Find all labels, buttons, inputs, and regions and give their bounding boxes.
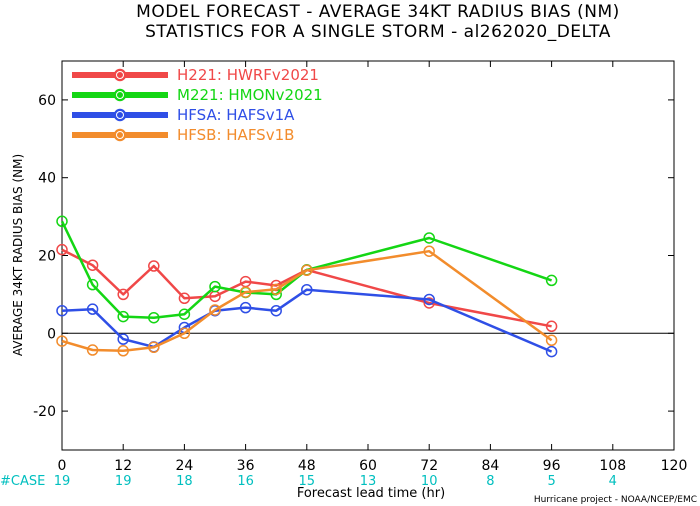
- x-axis-label: Forecast lead time (hr): [297, 486, 445, 501]
- series-line-4: [61, 249, 553, 353]
- data-point: [301, 264, 313, 277]
- legend: H221: HWRFv2021 M221: HMONv2021 HFSA: HAFS…: [72, 66, 323, 144]
- x-tick-label: 36: [237, 458, 255, 474]
- legend-marker-ring: [116, 71, 124, 79]
- legend-label: HFSB: HAFSv1B: [177, 126, 294, 144]
- data-point: [423, 232, 435, 244]
- y-axis: -20 0 20 40 60: [33, 93, 674, 420]
- x-tick-label: 108: [599, 458, 626, 474]
- data-point: [148, 341, 160, 354]
- data-point: [545, 334, 558, 347]
- data-point: [117, 345, 129, 357]
- data-point: [545, 345, 558, 358]
- case-count: 10: [421, 474, 438, 489]
- series-group: [56, 215, 558, 358]
- y-tick-label: 20: [38, 249, 56, 265]
- chart-subtitle: STATISTICS FOR A SINGLE STORM - al262020…: [145, 22, 611, 42]
- legend-label: HFSA: HAFSv1A: [177, 106, 295, 124]
- data-point: [545, 274, 558, 287]
- data-point: [86, 303, 99, 315]
- data-point: [239, 301, 252, 314]
- data-point: [148, 311, 160, 324]
- case-counts: 19 19 18 16 15 13 10 8 5 4: [54, 474, 617, 489]
- case-count: 15: [299, 474, 316, 489]
- data-point: [545, 320, 558, 333]
- chart-title: MODEL FORECAST - AVERAGE 34KT RADIUS BIA…: [136, 2, 620, 22]
- data-point: [56, 304, 68, 317]
- x-axis: 0 12 24 36 48 60 72 84 96 108 120: [58, 61, 688, 474]
- data-point: [178, 327, 191, 340]
- case-count: 13: [360, 474, 377, 489]
- data-point: [86, 344, 99, 356]
- y-tick-label: 60: [38, 93, 56, 109]
- data-point: [239, 286, 252, 298]
- data-point: [209, 280, 221, 293]
- x-tick-label: 60: [359, 458, 377, 474]
- case-count: 16: [237, 474, 254, 489]
- data-point: [301, 283, 313, 296]
- x-tick-label: 84: [481, 458, 499, 474]
- data-point: [423, 293, 435, 306]
- case-count: 18: [176, 474, 193, 489]
- y-axis-label: AVERAGE 34KT RADIUS BIAS (NM): [11, 154, 25, 356]
- legend-marker-ring: [116, 131, 124, 139]
- series-line-2: [60, 220, 553, 319]
- y-tick-label: -20: [33, 404, 56, 420]
- legend-label: H221: HWRFv2021: [177, 66, 319, 84]
- series-line-3: [61, 288, 553, 353]
- case-count: 8: [486, 474, 494, 489]
- x-tick-label: 0: [58, 458, 67, 474]
- data-point: [423, 245, 435, 257]
- plot-area: [61, 60, 675, 451]
- data-point: [270, 304, 282, 317]
- legend-marker-ring: [116, 91, 124, 99]
- x-tick-label: 48: [298, 458, 316, 474]
- case-label: #CASE: [0, 474, 45, 489]
- x-tick-label: 12: [114, 458, 132, 474]
- data-point: [86, 259, 99, 271]
- case-count: 4: [609, 474, 617, 489]
- x-tick-label: 24: [175, 458, 193, 474]
- data-point: [148, 260, 160, 272]
- case-count: 5: [547, 474, 555, 489]
- x-tick-label: 120: [661, 458, 688, 474]
- x-tick-label: 72: [420, 458, 438, 474]
- data-point: [117, 310, 129, 323]
- series-line-1: [61, 248, 552, 328]
- case-count: 19: [115, 474, 132, 489]
- legend-label: M221: HMONv2021: [177, 86, 323, 104]
- data-point: [178, 308, 191, 320]
- data-point: [86, 278, 99, 291]
- credit-text: Hurricane project - NOAA/NCEP/EMC: [534, 495, 697, 505]
- data-point: [117, 333, 129, 345]
- data-point: [117, 288, 129, 301]
- x-tick-label: 96: [543, 458, 561, 474]
- case-count: 19: [54, 474, 71, 489]
- data-point: [209, 304, 221, 316]
- data-point: [178, 292, 191, 305]
- data-point: [56, 243, 68, 256]
- data-point: [56, 335, 68, 347]
- y-tick-label: 0: [47, 326, 56, 342]
- y-tick-label: 40: [38, 171, 56, 187]
- data-point: [270, 283, 282, 296]
- data-point: [56, 215, 68, 228]
- legend-marker-ring: [116, 111, 124, 119]
